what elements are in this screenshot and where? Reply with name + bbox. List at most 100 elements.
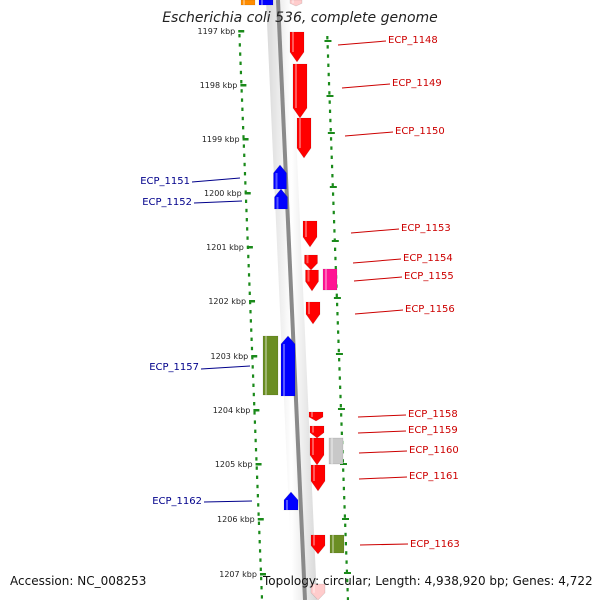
- gene-leader-line: [344, 131, 394, 137]
- ruler-dot-right: [327, 82, 331, 86]
- ruler-dot-right: [335, 293, 338, 297]
- gene-leader-line: [353, 276, 403, 282]
- ruler-dot-right: [336, 302, 339, 307]
- gene-ecp-1161: [310, 464, 326, 492]
- gene-block-olive-large: [262, 335, 279, 396]
- ruler-dot-left: [258, 549, 262, 553]
- ruler-tick-right: [324, 40, 332, 42]
- ruler-tick-right: [335, 353, 343, 355]
- ruler-dot-right: [330, 155, 333, 159]
- ruler-dot-right: [344, 532, 347, 537]
- ruler-dot-left: [260, 586, 263, 590]
- ruler-dot-right: [333, 229, 336, 233]
- gene-label[interactable]: ECP_1150: [395, 126, 445, 137]
- ruler-dot-left: [247, 273, 251, 277]
- gene-label[interactable]: ECP_1162: [152, 496, 202, 507]
- gene-ecp-1156: [305, 301, 321, 325]
- ruler-dot-right: [338, 358, 341, 362]
- ruler-dot-left: [242, 126, 245, 130]
- ruler-dot-right: [328, 100, 331, 104]
- gene-label[interactable]: ECP_1160: [409, 445, 459, 456]
- ruler-dot-right: [327, 72, 330, 77]
- ruler-dot-left: [246, 236, 249, 240]
- gene-block-orange: [240, 0, 256, 6]
- ruler-dot-right: [342, 468, 345, 472]
- ruler-dot-right: [346, 588, 349, 592]
- ruler-dot-left: [239, 52, 242, 56]
- ruler-dot-right: [336, 312, 339, 316]
- backbone-tube: [266, 0, 317, 600]
- ruler-tick: [253, 409, 260, 412]
- ruler-dot-left: [250, 337, 253, 341]
- gene-leader-line: [357, 414, 407, 418]
- ruler-dot-right: [340, 422, 343, 426]
- ruler-dot-right: [331, 183, 334, 187]
- gene-arrow-top-pale: [289, 0, 303, 7]
- gene-ecp-1157: [280, 335, 296, 397]
- ruler-tick: [259, 573, 266, 576]
- gene-block-magenta: [322, 268, 338, 291]
- gene-label[interactable]: ECP_1153: [401, 223, 451, 234]
- ruler-tick: [244, 192, 251, 195]
- ruler-dot-right: [339, 394, 342, 399]
- ruler-dot-left: [254, 448, 258, 452]
- gene-block-olive-small: [329, 534, 345, 554]
- ruler-dot-right: [343, 514, 346, 518]
- ruler-dot-left: [250, 346, 254, 351]
- gene-leader-line: [358, 476, 408, 480]
- gene-ecp-1163: [310, 534, 326, 555]
- ruler-dot-right: [329, 137, 333, 141]
- ruler-dot-right: [346, 578, 349, 583]
- map-title: Escherichia coli 536, complete genome: [162, 10, 438, 26]
- ruler-dot-right: [342, 486, 345, 491]
- gene-label[interactable]: ECP_1161: [409, 471, 459, 482]
- gene-label[interactable]: ECP_1159: [408, 425, 458, 436]
- gene-ecp-1150: [296, 117, 312, 159]
- ruler-label: 1199 kbp: [202, 135, 240, 144]
- ruler-dot-right: [331, 174, 334, 178]
- ruler-tick-right: [331, 240, 339, 242]
- ruler-dot-right: [339, 404, 342, 408]
- ruler-dot-left: [244, 199, 248, 203]
- ruler-dot-left: [249, 310, 252, 314]
- gene-label[interactable]: ECP_1156: [405, 304, 455, 315]
- gene-ecp-1160: [309, 437, 325, 466]
- ruler-dot-left: [251, 365, 254, 369]
- ruler-dot-left: [255, 466, 258, 470]
- ruler-dot-left: [256, 484, 259, 489]
- ruler-dot-right: [332, 210, 335, 215]
- ruler-dot-right: [345, 560, 348, 564]
- accession-text: Accession: NC_008253: [10, 574, 147, 588]
- ruler-dot-left: [251, 356, 254, 360]
- ruler-dot-right: [334, 247, 337, 251]
- ruler-tick-right: [327, 132, 335, 134]
- gene-label[interactable]: ECP_1155: [404, 271, 454, 282]
- ruler-dot-right: [346, 597, 350, 600]
- gene-label[interactable]: ECP_1157: [149, 362, 199, 373]
- gene-label[interactable]: ECP_1154: [403, 253, 453, 264]
- ruler-dot-right: [338, 367, 341, 371]
- gene-label[interactable]: ECP_1151: [140, 176, 190, 187]
- gene-label[interactable]: ECP_1152: [142, 197, 192, 208]
- ruler-dot-left: [239, 70, 243, 75]
- gene-leader-line: [350, 228, 400, 234]
- ruler-dot-left: [242, 135, 245, 139]
- ruler-dot-right: [338, 376, 341, 380]
- ruler-tick: [249, 300, 256, 303]
- ruler-tick-right: [333, 297, 341, 299]
- ruler-dot-right: [332, 201, 335, 205]
- gene-label[interactable]: ECP_1148: [388, 35, 438, 46]
- gene-ecp-1149: [292, 63, 308, 119]
- gene-ecp-1152: [274, 188, 288, 210]
- ruler-label: 1204 kbp: [213, 406, 251, 415]
- ruler-dot-left: [254, 429, 257, 433]
- gene-label[interactable]: ECP_1158: [408, 409, 458, 420]
- gene-label[interactable]: ECP_1149: [392, 78, 442, 89]
- gene-leader-line: [200, 365, 251, 370]
- ruler-dot-right: [345, 569, 349, 573]
- ruler-dot-left: [241, 107, 244, 111]
- ruler-dot-left: [257, 512, 260, 516]
- ruler-dot-left: [260, 576, 263, 581]
- ruler-dot-left: [243, 172, 247, 176]
- gene-label[interactable]: ECP_1163: [410, 539, 460, 550]
